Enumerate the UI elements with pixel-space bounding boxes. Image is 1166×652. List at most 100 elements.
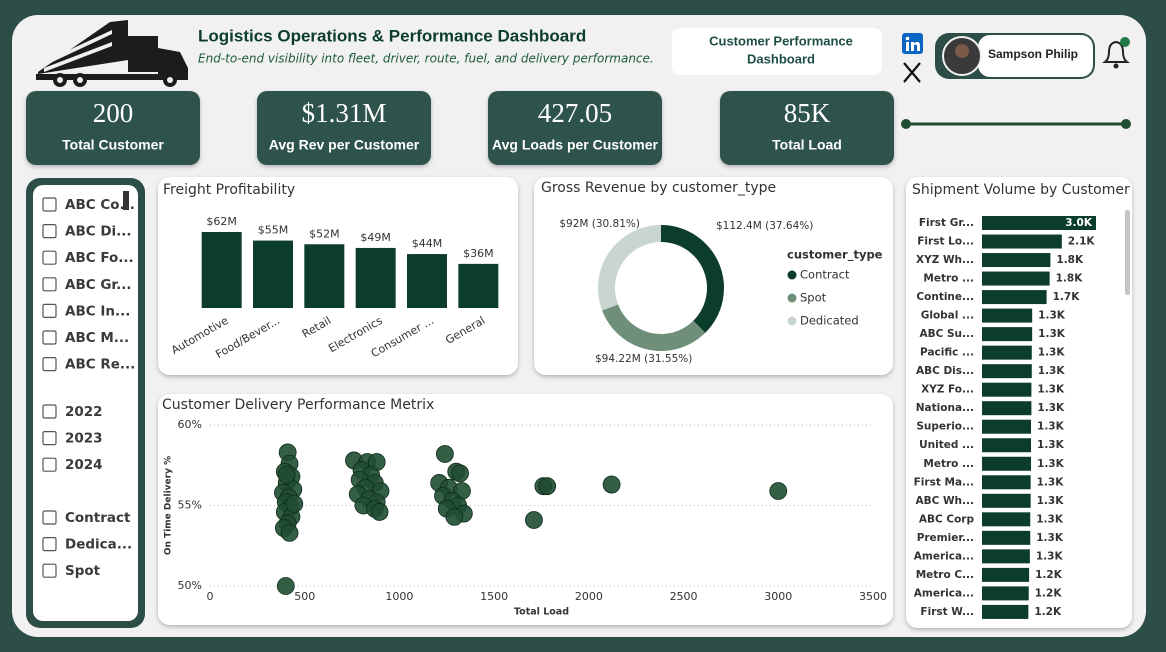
bar <box>201 232 242 308</box>
list-scrollbar[interactable] <box>1125 210 1130 295</box>
bar <box>982 216 1096 230</box>
x-glyph[interactable] <box>903 62 921 83</box>
pie-slice <box>661 225 725 333</box>
checkbox[interactable] <box>42 330 57 345</box>
legend-label[interactable]: Spot <box>800 291 827 305</box>
y-tick-label: America... <box>914 587 974 599</box>
scatter-point <box>769 482 788 500</box>
bar <box>355 247 396 308</box>
slider-handle[interactable] <box>901 119 911 129</box>
bar <box>982 567 1030 582</box>
data-label: 1.3K <box>1037 421 1065 433</box>
nav-button-text[interactable]: Dashboard <box>747 51 815 66</box>
x-tick-label: 3000 <box>764 590 792 603</box>
filter-option[interactable]: ABC Fo... <box>65 250 134 266</box>
y-tick-label: 55% <box>178 499 202 512</box>
bar <box>407 254 447 308</box>
filter-option[interactable]: ABC Gr... <box>65 277 132 293</box>
filter-option[interactable]: 2023 <box>65 431 103 447</box>
y-tick-label: First Gr... <box>919 217 974 229</box>
data-label: 1.3K <box>1036 532 1064 544</box>
linkedin-glyph[interactable] <box>905 36 910 41</box>
legend-label[interactable]: Contract <box>800 268 850 282</box>
scatter-point <box>435 445 454 463</box>
truck-logo <box>36 20 188 87</box>
chart-title: Freight Profitability <box>163 182 295 198</box>
chart-title: Customer Delivery Performance Metrix <box>162 397 434 413</box>
slider-handle[interactable] <box>1121 119 1131 129</box>
checkbox[interactable] <box>42 536 57 552</box>
filter-option[interactable]: Dedica... <box>65 537 132 553</box>
y-tick-label: ABC Wh... <box>915 495 974 507</box>
date-slider[interactable] <box>901 119 1131 129</box>
data-label: $49M <box>360 231 391 244</box>
filter-option[interactable]: ABC Co... <box>65 197 135 213</box>
checkbox[interactable] <box>42 303 57 318</box>
x-icon[interactable] <box>903 62 921 83</box>
y-tick-label: ABC Su... <box>920 328 975 340</box>
filter-option[interactable]: Contract <box>65 510 131 526</box>
checkbox[interactable] <box>42 510 57 525</box>
filter-panel-inner <box>33 185 138 621</box>
data-label: $94.22M (31.55%) <box>595 353 692 365</box>
legend-swatch[interactable] <box>787 316 797 326</box>
legend-swatch[interactable] <box>787 270 797 280</box>
data-label: 1.8K <box>1056 254 1084 266</box>
filter-option[interactable]: 2022 <box>65 404 103 420</box>
y-tick-label: 60% <box>178 418 202 431</box>
bar <box>982 604 1029 619</box>
filter-option[interactable]: ABC M... <box>65 330 129 346</box>
checkbox[interactable] <box>42 404 57 419</box>
kpi-label: Total Load <box>772 137 842 153</box>
avatar-face <box>955 44 969 58</box>
notification-bell[interactable] <box>1102 37 1130 69</box>
bar <box>982 419 1032 434</box>
pie-slice <box>598 225 661 311</box>
checkbox[interactable] <box>42 357 57 372</box>
scatter-point <box>538 477 557 496</box>
filter-option[interactable]: ABC In... <box>65 303 130 319</box>
chart-title: Shipment Volume by Customer <box>912 182 1130 198</box>
bar <box>982 382 1032 397</box>
y-tick-label: XYZ Wh... <box>916 254 974 266</box>
linkedin-glyph[interactable] <box>906 42 909 51</box>
card <box>158 394 893 625</box>
y-tick-label: First W... <box>920 606 974 618</box>
notification-dot <box>1120 37 1130 47</box>
checkbox[interactable] <box>42 563 57 578</box>
profile-bg[interactable] <box>978 35 1093 77</box>
scatter-point <box>285 494 304 513</box>
filter-option[interactable]: Spot <box>65 563 101 579</box>
linkedin-icon[interactable] <box>902 33 923 54</box>
checkbox[interactable] <box>42 250 57 265</box>
checkbox[interactable] <box>42 457 57 472</box>
nav-button[interactable]: Customer Performance Dashboard <box>672 28 882 75</box>
data-label: 1.3K <box>1037 458 1065 470</box>
checkbox[interactable] <box>42 431 57 446</box>
bar <box>982 438 1032 453</box>
scatter-point <box>445 507 464 526</box>
checkbox[interactable] <box>42 197 57 212</box>
filter-scrollbar[interactable] <box>123 191 129 210</box>
checkbox[interactable] <box>42 224 57 239</box>
profile-card[interactable]: Sampson Philip <box>935 33 1095 79</box>
legend-label[interactable]: Dedicated <box>800 314 859 328</box>
legend-swatch[interactable] <box>787 293 797 303</box>
bar <box>982 512 1031 527</box>
bar <box>982 401 1032 416</box>
bell[interactable] <box>1102 40 1130 63</box>
nav-button-text[interactable]: Customer Performance <box>709 33 853 48</box>
y-tick-label: First Ma... <box>914 476 974 488</box>
data-label: $44M <box>412 237 443 250</box>
scatter-point <box>451 464 469 483</box>
filter-option[interactable]: ABC Re... <box>65 357 135 373</box>
checkbox[interactable] <box>42 277 57 292</box>
y-tick-label: First Lo... <box>917 236 974 248</box>
filter-option[interactable]: ABC Di... <box>65 224 132 240</box>
nav-button-bg[interactable] <box>672 28 882 75</box>
profile-name[interactable]: Sampson Philip <box>988 47 1078 61</box>
filter-option[interactable]: 2024 <box>65 457 103 473</box>
x-tick-label: 1500 <box>480 590 508 603</box>
linkedin-glyph[interactable] <box>911 41 920 51</box>
